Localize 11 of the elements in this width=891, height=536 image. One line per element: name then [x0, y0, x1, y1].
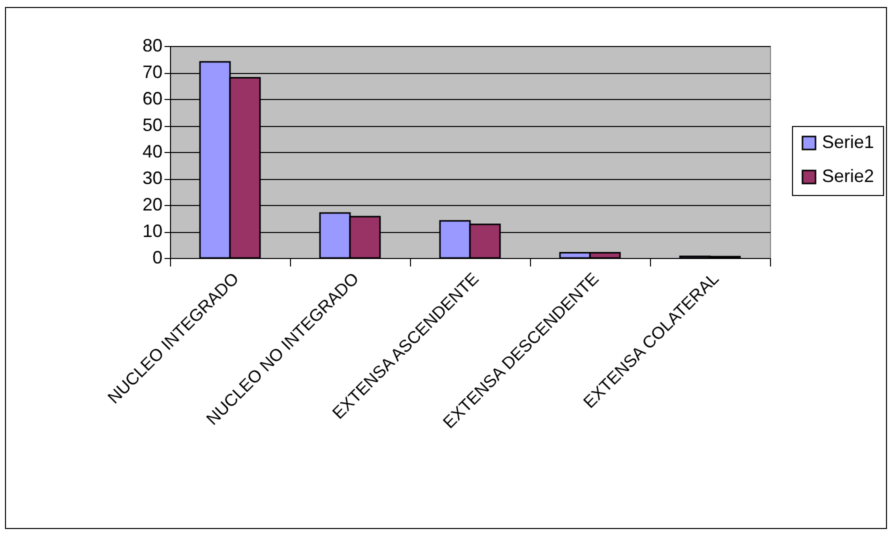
y-tick-label: 0: [152, 248, 162, 268]
y-tick-label: 40: [142, 142, 162, 162]
y-tick-label: 80: [142, 36, 162, 56]
y-tick-label: 20: [142, 194, 162, 214]
legend-label: Serie2: [822, 166, 874, 186]
y-tick-label: 30: [142, 168, 162, 188]
y-tick-label: 50: [142, 115, 162, 135]
y-tick-label: 60: [142, 88, 162, 108]
y-tick-label: 10: [142, 221, 162, 241]
y-tick-label: 70: [142, 62, 162, 82]
legend-label: Serie1: [822, 132, 874, 152]
